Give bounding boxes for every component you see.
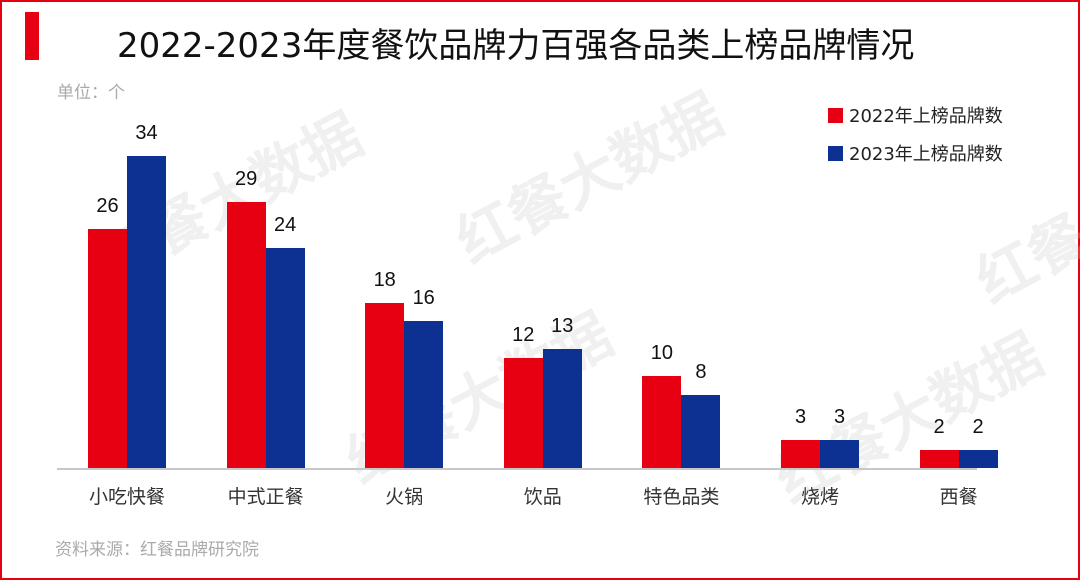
bar-2023 bbox=[542, 348, 582, 468]
chart-legend: 2022年上榜品牌数 2023年上榜品牌数 bbox=[828, 96, 1003, 172]
bar-value-label: 26 bbox=[96, 195, 119, 218]
legend-label-2022: 2022年上榜品牌数 bbox=[849, 106, 1003, 127]
category-label: 特色品类 bbox=[643, 486, 720, 508]
bar-value-label: 3 bbox=[833, 406, 846, 429]
bar-2022 bbox=[226, 201, 266, 468]
bar-2022 bbox=[503, 357, 543, 468]
bar-2023 bbox=[265, 247, 305, 468]
bar-2022 bbox=[781, 440, 820, 468]
category-label: 小吃快餐 bbox=[88, 486, 165, 508]
legend-item-2022: 2022年上榜品牌数 bbox=[828, 96, 1003, 134]
unit-label: 单位：个 bbox=[57, 83, 125, 103]
bar-2022 bbox=[365, 302, 405, 468]
source-note: 资料来源：红餐品牌研究院 bbox=[55, 540, 259, 560]
bar-value-label: 16 bbox=[412, 287, 435, 310]
bar-value-label: 2 bbox=[972, 415, 984, 438]
bar-2022 bbox=[88, 229, 127, 468]
bar-2023 bbox=[820, 440, 859, 468]
bar-value-label: 13 bbox=[551, 314, 574, 337]
bar-value-label: 24 bbox=[273, 213, 297, 236]
category-label: 西餐 bbox=[939, 486, 978, 508]
bar-2023 bbox=[127, 155, 166, 468]
bar-2023 bbox=[958, 449, 998, 468]
bar-value-label: 34 bbox=[135, 121, 158, 144]
title-accent-bar bbox=[25, 12, 39, 60]
category-label: 烧烤 bbox=[800, 486, 839, 508]
chart-title: 2022-2023年度餐饮品牌力百强各品类上榜品牌情况 bbox=[117, 26, 915, 66]
bar-value-label: 18 bbox=[373, 268, 396, 291]
legend-label-2023: 2023年上榜品牌数 bbox=[849, 144, 1003, 165]
bar-value-label: 2 bbox=[933, 415, 945, 438]
category-label: 火锅 bbox=[385, 486, 424, 508]
bar-value-label: 29 bbox=[234, 167, 258, 190]
category-label: 饮品 bbox=[523, 486, 562, 508]
bar-value-label: 8 bbox=[695, 360, 707, 383]
bar-2023 bbox=[404, 321, 444, 468]
bar-value-label: 10 bbox=[650, 342, 674, 365]
category-label: 中式正餐 bbox=[227, 486, 304, 508]
x-axis-line bbox=[57, 468, 977, 470]
bar-value-label: 3 bbox=[794, 406, 807, 429]
legend-swatch-2023 bbox=[828, 145, 843, 161]
bar-value-label: 12 bbox=[512, 323, 535, 346]
bar-2022 bbox=[642, 376, 682, 468]
legend-swatch-2022 bbox=[828, 107, 843, 123]
bar-2023 bbox=[681, 394, 721, 468]
legend-item-2023: 2023年上榜品牌数 bbox=[828, 134, 1003, 172]
bar-2022 bbox=[919, 449, 959, 468]
